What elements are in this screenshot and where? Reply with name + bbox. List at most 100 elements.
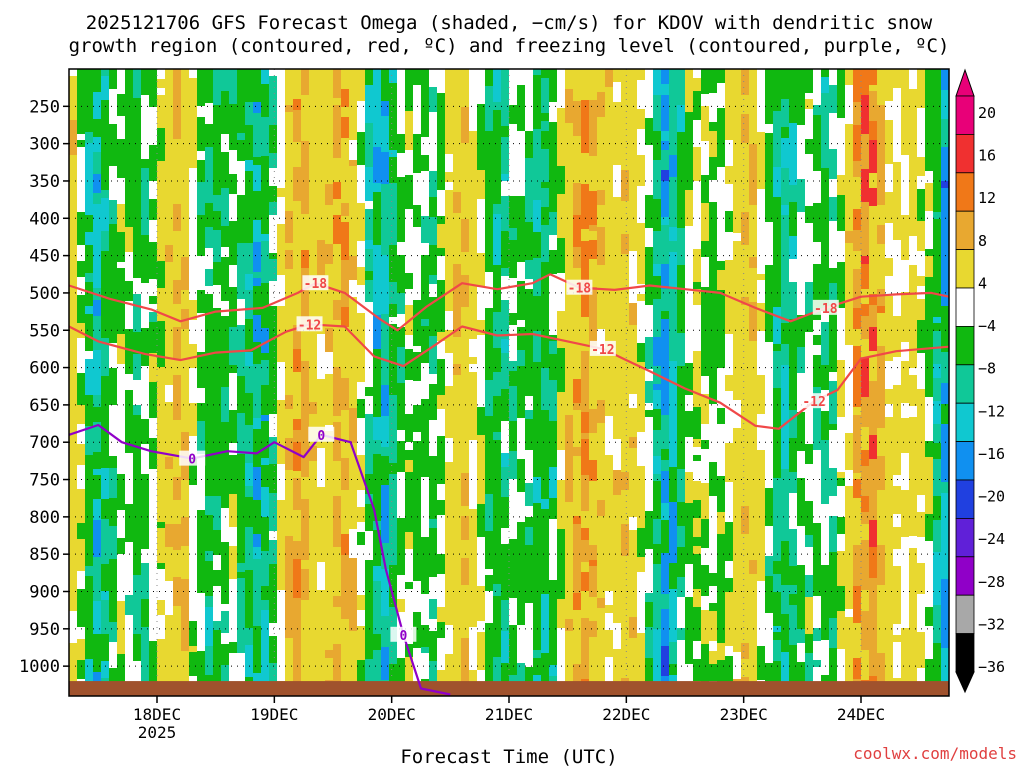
omega-cell — [229, 130, 237, 150]
omega-cell — [677, 153, 685, 189]
omega-cell — [661, 69, 669, 84]
omega-cell — [93, 350, 101, 372]
omega-cell — [301, 361, 309, 382]
omega-cell — [773, 351, 781, 378]
omega-cell — [797, 412, 805, 451]
omega-cell — [637, 294, 645, 301]
omega-cell — [709, 664, 717, 681]
omega-cell — [477, 170, 485, 199]
omega-cell — [733, 616, 741, 652]
omega-cell — [653, 519, 661, 537]
omega-cell — [69, 565, 77, 582]
omega-cell — [357, 626, 365, 660]
omega-cell — [845, 511, 853, 548]
omega-cell — [701, 106, 709, 141]
omega-cell — [653, 299, 661, 337]
omega-cell — [637, 155, 645, 186]
omega-cell — [733, 525, 741, 558]
omega-cell — [453, 387, 461, 398]
omega-cell — [629, 325, 637, 345]
omega-cell — [549, 122, 557, 135]
omega-cell — [677, 412, 685, 431]
omega-cell — [269, 94, 277, 125]
omega-cell — [253, 429, 261, 467]
omega-cell — [245, 605, 253, 628]
omega-cell — [525, 357, 533, 396]
omega-cell — [589, 156, 597, 191]
omega-cell — [93, 557, 101, 584]
omega-cell — [549, 402, 557, 421]
omega-cell — [749, 353, 757, 366]
omega-cell — [709, 462, 717, 496]
omega-cell — [317, 656, 325, 690]
omega-cell — [861, 69, 869, 95]
omega-cell — [421, 268, 429, 291]
omega-cell — [205, 203, 213, 227]
omega-cell — [85, 232, 93, 245]
omega-cell — [557, 379, 565, 392]
omega-cell — [933, 520, 941, 527]
omega-cell — [933, 310, 941, 317]
omega-cell — [733, 317, 741, 344]
omega-cell — [421, 625, 429, 647]
omega-cell — [597, 287, 605, 307]
omega-cell — [661, 609, 669, 622]
omega-cell — [181, 187, 189, 196]
omega-cell — [285, 164, 293, 182]
omega-cell — [77, 261, 85, 277]
omega-cell — [669, 177, 677, 209]
omega-cell — [189, 300, 197, 320]
omega-cell — [821, 602, 829, 615]
omega-cell — [573, 69, 581, 101]
omega-cell — [637, 343, 645, 362]
omega-cell — [725, 632, 733, 646]
omega-cell — [669, 664, 677, 675]
omega-cell — [309, 141, 317, 153]
omega-cell — [757, 646, 765, 680]
omega-cell — [645, 526, 653, 549]
omega-cell — [781, 365, 789, 400]
omega-cell — [877, 327, 885, 346]
omega-cell — [93, 258, 101, 288]
omega-cell — [501, 497, 509, 528]
omega-cell — [429, 651, 437, 661]
omega-cell — [213, 195, 221, 211]
omega-cell — [205, 69, 213, 94]
omega-cell — [605, 630, 613, 657]
omega-cell — [205, 496, 213, 515]
omega-cell — [853, 658, 861, 679]
omega-cell — [421, 433, 429, 465]
omega-cell — [701, 328, 709, 358]
omega-cell — [797, 179, 805, 212]
omega-cell — [173, 304, 181, 327]
omega-cell — [245, 352, 253, 366]
omega-cell — [165, 432, 173, 457]
omega-cell — [933, 552, 941, 566]
omega-cell — [229, 432, 237, 443]
omega-cell — [333, 607, 341, 613]
y-tick-label-350: 350 — [29, 172, 60, 192]
omega-cell — [909, 503, 917, 536]
omega-cell — [789, 185, 797, 202]
omega-cell — [877, 69, 885, 105]
omega-cell — [653, 384, 661, 390]
omega-cell — [309, 618, 317, 656]
colorbar-label-11: −28 — [978, 573, 1005, 591]
omega-cell — [93, 372, 101, 395]
footer-link[interactable]: coolwx.com/models — [853, 744, 1017, 763]
omega-cell — [597, 92, 605, 117]
contour-label-2-1: 0 — [317, 429, 325, 444]
y-tick-label-900: 900 — [29, 583, 60, 603]
omega-cell — [461, 540, 469, 558]
omega-cell — [245, 171, 253, 208]
omega-cell — [437, 224, 445, 248]
omega-cell — [381, 206, 389, 227]
omega-cell — [877, 621, 885, 638]
omega-cell — [909, 112, 917, 144]
omega-cell — [221, 441, 229, 452]
omega-cell — [325, 544, 333, 580]
omega-cell — [741, 332, 749, 340]
omega-cell — [685, 164, 693, 190]
omega-cell — [917, 157, 925, 176]
